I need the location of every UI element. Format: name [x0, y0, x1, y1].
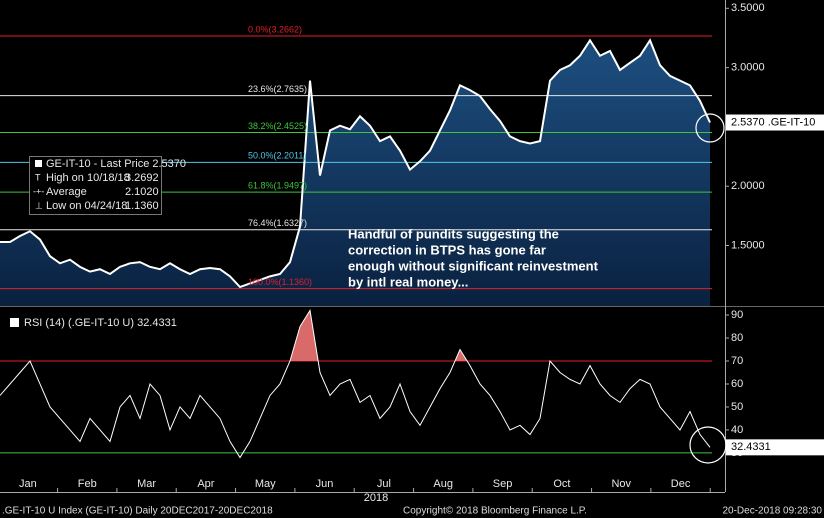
annotation-line: enough without significant reinvestment — [348, 258, 599, 273]
x-tick-label: Feb — [78, 478, 97, 490]
rsi-line — [0, 309, 711, 459]
fib-label: 61.8%(1.9497) — [248, 181, 307, 191]
fib-label: 38.2%(2.4525) — [248, 121, 307, 131]
legend-entry: RSI (14) (.GE-IT-10 U) 32.4331 — [24, 317, 177, 329]
y-tick-label: 40 — [731, 424, 743, 436]
x-tick-label: Nov — [611, 478, 631, 490]
highlight-circle — [689, 426, 727, 464]
y-tick-label: 2.0000 — [731, 180, 765, 192]
legend-value: 3.2692 — [125, 172, 159, 184]
legend-entry: Average — [46, 186, 87, 198]
fib-label: 50.0%(2.2011) — [248, 151, 306, 161]
legend-icon: -+- — [33, 186, 44, 196]
footer-left: .GE-IT-10 U Index (GE-IT-10) Daily 20DEC… — [2, 506, 273, 517]
x-tick-label: Aug — [433, 478, 453, 490]
y-tick-label: 1.5000 — [731, 239, 765, 251]
legend: GE-IT-10 - Last Price 2.5370 High on 10/… — [29, 156, 186, 215]
last-value-box — [726, 439, 824, 456]
x-tick-label: Mar — [137, 478, 156, 490]
legend-icon: ⊥ — [35, 200, 43, 210]
footer-right: 20-Dec-2018 09:28:30 — [722, 506, 822, 517]
y-tick-label: 60 — [731, 378, 743, 390]
x-tick-label: May — [255, 478, 276, 490]
annotation: Handful of pundits suggesting the correc… — [348, 226, 599, 289]
price-line — [0, 38, 711, 289]
x-tick-label: Jul — [377, 478, 391, 490]
legend-entry: GE-IT-10 - Last Price 2.5370 — [46, 158, 186, 170]
x-tick-label: Jun — [316, 478, 334, 490]
last-value-box — [726, 114, 824, 131]
y-tick-label: 80 — [731, 332, 743, 344]
annotation-line: by intl real money... — [348, 274, 468, 289]
y-tick-label: 90 — [731, 309, 743, 321]
fib-label: 76.4%(1.6327) — [248, 218, 307, 228]
last-value-label: 2.5370 .GE-IT-10 — [731, 116, 815, 128]
x-tick-label: Oct — [553, 478, 570, 490]
x-tick-label: Jan — [19, 478, 37, 490]
x-tick-label: Apr — [197, 478, 214, 490]
rsi-panel: 3040506070809032.4331JanFebMarAprMayJunJ… — [0, 309, 824, 492]
fib-label: 100.0%(1.1360) — [248, 277, 312, 287]
x-axis-label: 2018 — [364, 492, 388, 504]
legend-value: 1.1360 — [125, 200, 159, 212]
area — [0, 40, 710, 306]
footer-center: Copyright© 2018 Bloomberg Finance L.P. — [403, 506, 587, 517]
legend-box — [29, 156, 162, 215]
annotation-line: correction in BTPS has gone far — [348, 242, 546, 257]
last-value-label: 32.4331 — [731, 441, 771, 453]
highlight-circle — [695, 113, 725, 143]
y-tick-label: 50 — [731, 401, 743, 413]
legend-value: 2.1020 — [125, 186, 159, 198]
legend-entry: High on 10/18/18 — [46, 172, 130, 184]
annotation-line: Handful of pundits suggesting the — [348, 226, 559, 241]
fib-label: 0.0%(3.2662) — [248, 24, 302, 34]
fib-label: 23.6%(2.7635) — [248, 84, 307, 94]
x-tick-label: Sep — [493, 478, 513, 490]
legend-entry: Low on 04/24/18 — [46, 200, 127, 212]
price-panel: 1.50002.00002.50003.00003.50000.0%(3.266… — [0, 2, 824, 306]
legend-swatch — [35, 160, 42, 167]
legend-icon: T — [35, 172, 41, 182]
x-tick-label: Dec — [671, 478, 691, 490]
legend-swatch — [10, 318, 19, 327]
y-tick-label: 3.5000 — [731, 2, 765, 14]
y-tick-label: 70 — [731, 355, 743, 367]
y-tick-label: 3.0000 — [731, 62, 765, 74]
